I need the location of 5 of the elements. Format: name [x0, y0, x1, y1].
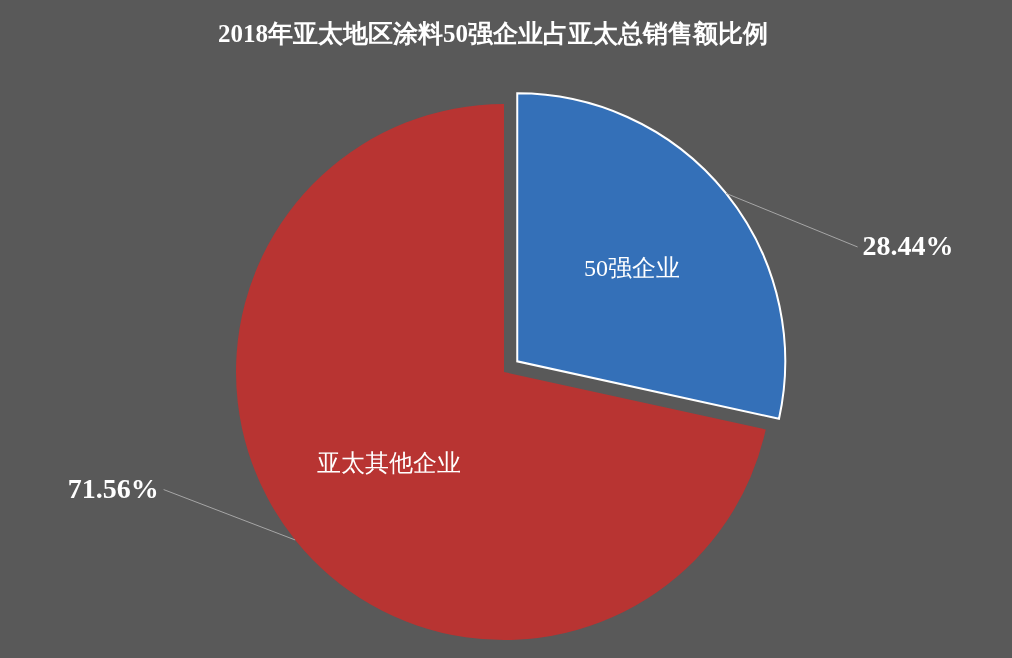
data-label: 71.56%	[67, 472, 159, 504]
slice-label: 50强企业	[584, 254, 681, 281]
chart-title: 2018年亚太地区涂料50强企业占亚太总销售额比例	[218, 20, 768, 47]
slice-label: 亚太其他企业	[317, 450, 462, 477]
data-label: 28.44%	[862, 229, 954, 261]
